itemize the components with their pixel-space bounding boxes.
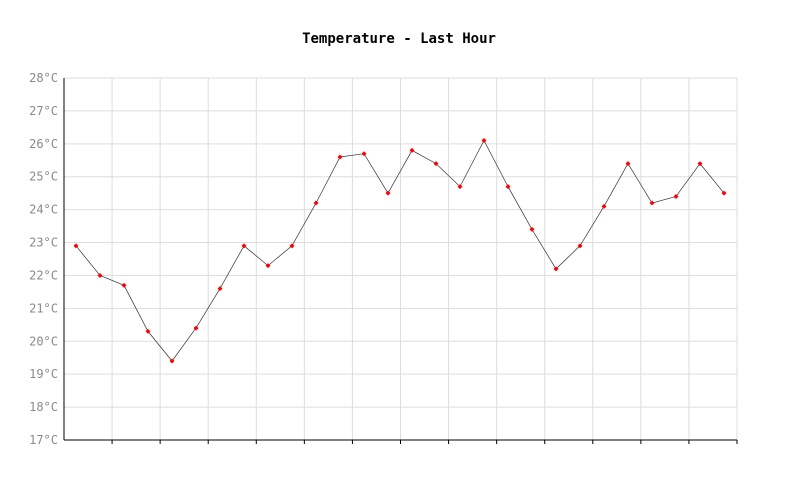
y-tick-label: 22°C bbox=[29, 268, 58, 282]
series-line bbox=[75, 139, 725, 362]
data-point-marker bbox=[577, 243, 583, 249]
data-point-marker bbox=[481, 138, 487, 144]
data-point-marker bbox=[673, 193, 679, 199]
data-point-marker bbox=[505, 184, 511, 190]
y-tick-label: 21°C bbox=[29, 301, 58, 315]
y-tick-label: 25°C bbox=[29, 170, 58, 184]
y-tick-label: 26°C bbox=[29, 137, 58, 151]
y-tick-label: 23°C bbox=[29, 236, 58, 250]
data-point-marker bbox=[385, 190, 391, 196]
data-point-marker bbox=[193, 325, 199, 331]
data-point-marker bbox=[121, 282, 127, 288]
data-point-marker bbox=[145, 328, 151, 334]
data-point-marker bbox=[457, 184, 463, 190]
y-axis-ticks: 17°C 18°C 19°C 20°C 21°C 22°C 23°C 24°C 25°C 26°C… bbox=[29, 71, 58, 447]
data-point-marker bbox=[361, 151, 367, 157]
grid bbox=[64, 77, 738, 444]
axes bbox=[63, 78, 737, 441]
data-point-marker bbox=[97, 272, 103, 278]
data-point-marker bbox=[217, 286, 223, 292]
data-point-marker bbox=[649, 200, 655, 206]
data-point-marker bbox=[601, 203, 607, 209]
data-point-marker bbox=[625, 161, 631, 167]
data-point-marker bbox=[433, 161, 439, 167]
y-tick-label: 18°C bbox=[29, 400, 58, 414]
data-point-marker bbox=[289, 243, 295, 249]
data-point-marker bbox=[169, 358, 175, 364]
y-tick-label: 28°C bbox=[29, 71, 58, 85]
series bbox=[73, 138, 727, 364]
data-point-marker bbox=[337, 154, 343, 160]
data-point-marker bbox=[721, 190, 727, 196]
y-tick-label: 20°C bbox=[29, 334, 58, 348]
data-point-marker bbox=[73, 243, 79, 249]
data-point-marker bbox=[697, 161, 703, 167]
data-point-marker bbox=[409, 147, 415, 153]
y-tick-label: 24°C bbox=[29, 203, 58, 217]
data-point-marker bbox=[313, 200, 319, 206]
data-point-marker bbox=[553, 266, 559, 272]
y-tick-label: 27°C bbox=[29, 104, 58, 118]
data-point-marker bbox=[241, 243, 247, 249]
y-tick-label: 19°C bbox=[29, 367, 58, 381]
chart-title: Temperature - Last Hour bbox=[302, 31, 496, 47]
data-point-marker bbox=[529, 226, 535, 232]
data-point-marker bbox=[265, 263, 271, 269]
y-tick-label: 17°C bbox=[29, 433, 58, 447]
